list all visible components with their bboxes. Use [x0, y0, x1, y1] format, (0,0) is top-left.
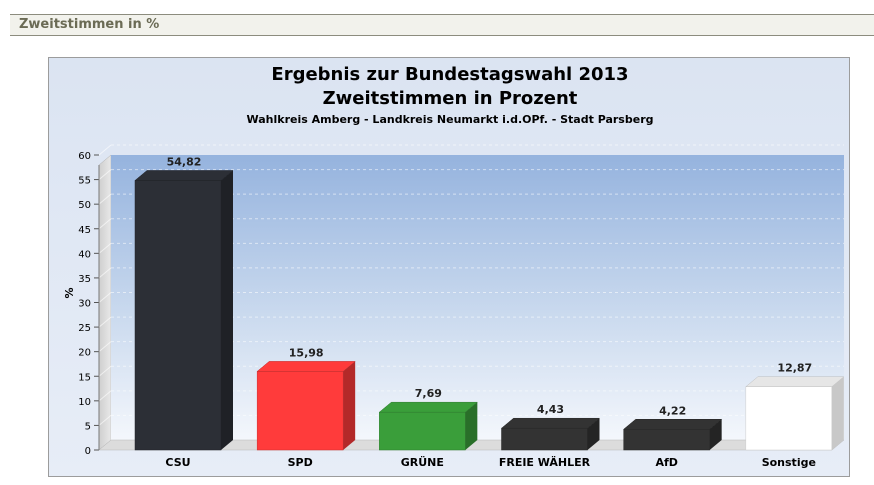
bar-front [134, 180, 222, 451]
x-tick-label: Sonstige [762, 456, 816, 469]
bar-grüne [378, 401, 479, 451]
data-label: 7,69 [415, 387, 442, 400]
x-tick-label: FREIE WÄHLER [499, 455, 591, 469]
data-label: 15,98 [289, 346, 324, 359]
bar-chart: Ergebnis zur Bundestagswahl 2013 Zweitst… [63, 64, 845, 469]
gridline-side [98, 292, 112, 303]
bar-freie-wähler [500, 417, 601, 451]
bar-top [256, 361, 356, 372]
section-header: Zweitstimmen in % [10, 14, 874, 36]
section-title: Zweitstimmen in % [19, 17, 160, 32]
plot-back-wall [111, 155, 844, 440]
chart-subtitle: Zweitstimmen in Prozent [323, 88, 578, 109]
gridline-side [98, 242, 112, 254]
y-tick-label: 45 [78, 225, 91, 236]
bar-spd [256, 361, 356, 451]
y-tick-label: 35 [78, 274, 91, 285]
bar-side [587, 418, 600, 450]
gridline-side [98, 341, 112, 353]
bar-side [709, 419, 722, 450]
bar-top [622, 419, 723, 430]
y-axis-label: % [63, 287, 76, 298]
plot-area: 0 5 10 15 20 25 30 35 40 45 50 55 60 54,82 CSU 15,98 SPD… [78, 144, 845, 469]
gridline-side [98, 365, 112, 377]
bar-front [623, 429, 710, 451]
y-tick-label: 25 [78, 323, 91, 334]
y-tick-label: 40 [78, 249, 91, 260]
gridline-side [98, 267, 112, 279]
gridline-side [98, 415, 112, 426]
data-label: 54,82 [167, 155, 202, 168]
bar-front [256, 371, 344, 451]
y-tick-label: 55 [78, 176, 91, 187]
gridline-side [98, 169, 112, 180]
y-tick-label: 0 [85, 446, 91, 457]
data-label: 4,22 [659, 404, 686, 417]
y-tick-label: 60 [78, 151, 91, 162]
bar-sonstige [745, 376, 845, 451]
bar-front [745, 386, 833, 451]
bar-top [378, 401, 479, 413]
y-tick-label: 15 [78, 372, 91, 383]
gridline-side [98, 193, 112, 205]
gridline-side [98, 218, 112, 230]
y-tick-label: 30 [78, 299, 91, 310]
y-tick-label: 10 [78, 397, 91, 408]
bar-front [379, 411, 466, 451]
bar-front [501, 427, 588, 451]
y-tick-label: 20 [78, 348, 91, 359]
x-tick-label: SPD [288, 456, 313, 469]
x-tick-label: GRÜNE [401, 455, 444, 469]
data-label: 4,43 [537, 403, 564, 416]
data-label: 12,87 [777, 362, 812, 375]
x-tick-label: AfD [655, 456, 677, 469]
gridline-side [98, 144, 112, 156]
bar-side [831, 376, 844, 450]
y-tick-label: 5 [85, 421, 91, 432]
x-tick-label: CSU [165, 456, 190, 469]
chart-title: Ergebnis zur Bundestagswahl 2013 [271, 64, 628, 85]
chart-subsubtitle: Wahlkreis Amberg - Landkreis Neumarkt i.… [246, 113, 653, 126]
chart-frame: Ergebnis zur Bundestagswahl 2013 Zweitst… [48, 57, 850, 477]
gridline-side [98, 316, 112, 328]
bar-top [500, 417, 601, 429]
bar-afd [622, 419, 723, 451]
bar-side [465, 402, 478, 450]
y-tick-label: 50 [78, 200, 91, 211]
bar-csu [134, 170, 234, 451]
bar-side [343, 361, 356, 450]
bar-top [745, 376, 845, 387]
gridline-side [98, 390, 112, 402]
bar-side [221, 170, 233, 450]
bar-top [134, 170, 234, 181]
